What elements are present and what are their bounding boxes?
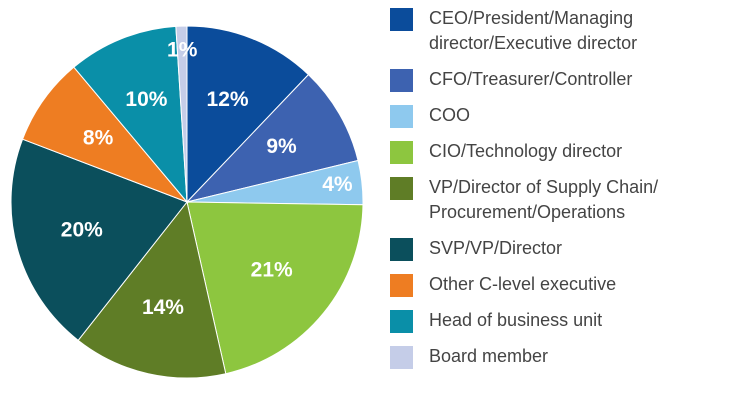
pie: 12% 9% 4% 21% 14% 20% 8% 10% 1% — [10, 25, 364, 379]
legend-swatch — [390, 8, 413, 31]
legend-label: SVP/VP/Director — [429, 238, 563, 258]
data-label: 21% — [251, 258, 293, 281]
legend-swatch — [390, 346, 413, 369]
pie-slice — [186, 25, 310, 204]
pie-slice — [21, 66, 189, 204]
data-label: 20% — [61, 219, 103, 242]
legend-item: CFO/Treasurer/Controller — [390, 67, 720, 92]
pie-slice — [175, 25, 188, 203]
legend-swatch — [390, 310, 413, 333]
legend-label: CIO/Technology director — [429, 141, 623, 161]
legend-item: Head of business unit — [390, 308, 720, 333]
legend-label: COO — [429, 105, 471, 125]
legend-swatch — [390, 274, 413, 297]
legend-item: Board member — [390, 344, 720, 369]
pie-slice — [186, 201, 364, 375]
legend-item: Other C-level executive — [390, 272, 720, 297]
legend-swatch — [390, 105, 413, 128]
data-label: 10% — [125, 88, 167, 111]
data-label: 9% — [266, 135, 297, 158]
legend-label: CEO/President/Managing director/Executiv… — [429, 8, 638, 53]
legend-item: SVP/VP/Director — [390, 236, 720, 261]
legend-swatch — [390, 69, 413, 92]
legend-label: VP/Director of Supply Chain/ Procurement… — [429, 177, 659, 222]
legend-item: CEO/President/Managing director/Executiv… — [390, 6, 720, 56]
legend-label: Head of business unit — [429, 310, 603, 330]
data-label: 1% — [167, 38, 198, 61]
legend-label: CFO/Treasurer/Controller — [429, 69, 633, 89]
pie-slice — [73, 25, 188, 204]
pie-slice — [185, 73, 359, 203]
data-label: 8% — [83, 126, 114, 149]
legend-label: Board member — [429, 346, 549, 366]
data-label: 4% — [322, 173, 353, 196]
data-label: 12% — [207, 88, 249, 111]
pie-slice — [77, 200, 227, 379]
data-label: 14% — [142, 296, 184, 319]
pie-slice — [10, 138, 188, 342]
legend-item: CIO/Technology director — [390, 139, 720, 164]
legend-swatch — [390, 177, 413, 200]
legend-swatch — [390, 141, 413, 164]
legend-label: Other C-level executive — [429, 274, 617, 294]
legend: CEO/President/Managing director/Executiv… — [390, 6, 720, 369]
legend-item: COO — [390, 103, 720, 128]
legend-item: VP/Director of Supply Chain/ Procurement… — [390, 175, 720, 225]
legend-swatch — [390, 238, 413, 261]
